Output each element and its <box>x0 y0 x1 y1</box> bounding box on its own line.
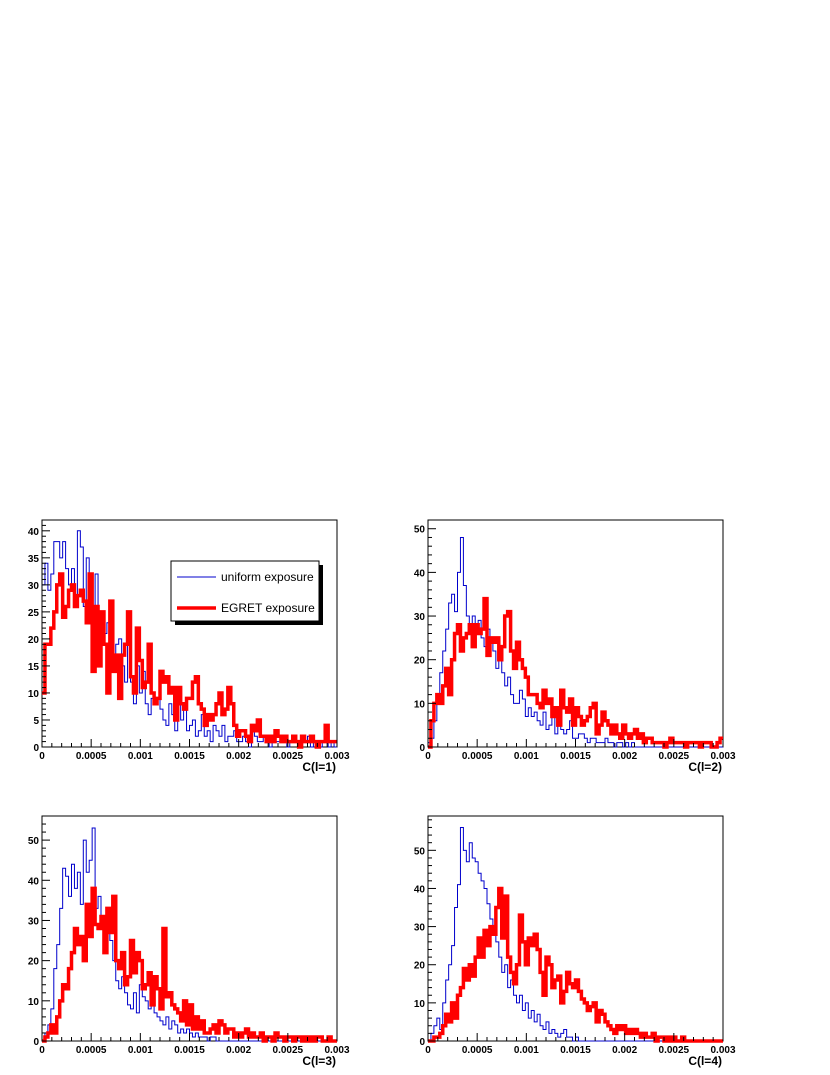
y-tick-label: 25 <box>28 608 40 619</box>
histogram-panel-l4: 0 0.0005 0.001 0.0015 0.002 0.0025 0.003C(l=4)… <box>414 815 736 1068</box>
x-tick-label: 0.0015 <box>560 751 591 762</box>
x-tick-label: 0 <box>39 751 45 762</box>
y-tick-label: 50 <box>414 525 426 536</box>
series-uniform-exposure <box>42 827 337 1042</box>
plot-frame <box>41 519 338 748</box>
y-tick-label: 20 <box>414 961 426 972</box>
x-tick-label: 0.003 <box>710 1045 735 1056</box>
x-tick-label: 0.003 <box>324 1045 349 1056</box>
y-tick-label: 50 <box>414 846 426 857</box>
x-tick-label: 0.0025 <box>659 751 690 762</box>
y-tick-label: 10 <box>28 689 40 700</box>
y-tick-label: 30 <box>28 916 40 927</box>
legend-label-uniform: uniform exposure <box>221 570 314 584</box>
legend-label-egret: EGRET exposure <box>221 601 315 615</box>
series-uniform-exposure <box>428 826 723 1042</box>
series-egret-exposure <box>42 572 337 749</box>
x-tick-label: 0.001 <box>128 1045 153 1056</box>
y-tick-label: 40 <box>414 568 426 579</box>
y-tick-label: 10 <box>28 997 40 1008</box>
x-tick-label: 0 <box>39 1045 45 1056</box>
x-tick-label: 0.0005 <box>76 1045 107 1056</box>
x-tick-label: 0.0005 <box>76 751 107 762</box>
y-axis: 0 10 20 30 40 50 <box>414 819 436 1048</box>
y-tick-label: 20 <box>28 635 40 646</box>
histogram-panel-l2: 0 0.0005 0.001 0.0015 0.002 0.0025 0.003C(l=2)… <box>414 519 736 774</box>
x-tick-label: 0.002 <box>226 1045 251 1056</box>
y-axis: 0 5 10 15 20 25 30 35 40 <box>28 519 50 754</box>
x-tick-label: 0.0025 <box>659 1045 690 1056</box>
x-tick-label: 0.002 <box>226 751 251 762</box>
y-axis: 0 10 20 30 40 50 <box>28 815 50 1048</box>
y-tick-label: 10 <box>414 699 426 710</box>
y-tick-label: 0 <box>33 1037 39 1048</box>
y-tick-label: 10 <box>414 999 426 1010</box>
x-tick-label: 0.001 <box>514 1045 539 1056</box>
x-tick-label: 0.0005 <box>462 751 493 762</box>
y-tick-label: 0 <box>419 743 425 754</box>
y-tick-label: 40 <box>28 876 40 887</box>
y-tick-label: 30 <box>414 923 426 934</box>
x-axis-label: C(l=3) <box>302 1054 336 1068</box>
histogram-panel-l3: 0 0.0005 0.001 0.0015 0.002 0.0025 0.003C(l=3)… <box>28 815 350 1068</box>
x-tick-label: 0.0015 <box>560 1045 591 1056</box>
x-tick-label: 0.0005 <box>462 1045 493 1056</box>
x-tick-label: 0 <box>425 751 431 762</box>
y-axis: 0 10 20 30 40 50 <box>414 519 436 754</box>
x-tick-label: 0.003 <box>710 751 735 762</box>
histogram-panel-l1: 0 0.0005 0.001 0.0015 0.002 0.0025 0.003C(l=1)… <box>28 519 350 774</box>
y-tick-label: 50 <box>28 836 40 847</box>
x-tick-label: 0 <box>425 1045 431 1056</box>
x-tick-label: 0.0025 <box>273 1045 304 1056</box>
y-tick-label: 20 <box>414 656 426 667</box>
y-tick-label: 5 <box>33 716 39 727</box>
x-axis-label: C(l=4) <box>688 1054 722 1068</box>
y-tick-label: 30 <box>414 612 426 623</box>
y-tick-label: 0 <box>419 1037 425 1048</box>
y-tick-label: 20 <box>28 957 40 968</box>
x-tick-label: 0.0015 <box>174 751 205 762</box>
y-tick-label: 35 <box>28 554 40 565</box>
series-egret-exposure <box>42 886 337 1043</box>
x-tick-label: 0.0025 <box>273 751 304 762</box>
x-axis-label: C(l=2) <box>688 760 722 774</box>
legend-box <box>170 560 320 622</box>
x-tick-label: 0.003 <box>324 751 349 762</box>
x-tick-label: 0.0015 <box>174 1045 205 1056</box>
x-tick-label: 0.002 <box>612 1045 637 1056</box>
y-tick-label: 40 <box>414 884 426 895</box>
legend: uniform exposure EGRET exposure <box>170 560 323 625</box>
x-axis-label: C(l=1) <box>302 760 336 774</box>
y-tick-label: 0 <box>33 743 39 754</box>
y-tick-label: 40 <box>28 527 40 538</box>
x-tick-label: 0.002 <box>612 751 637 762</box>
series-uniform-exposure <box>428 536 723 748</box>
x-tick-label: 0.001 <box>128 751 153 762</box>
y-tick-label: 30 <box>28 581 40 592</box>
y-tick-label: 15 <box>28 662 40 673</box>
series-egret-exposure <box>428 886 723 1043</box>
x-tick-label: 0.001 <box>514 751 539 762</box>
